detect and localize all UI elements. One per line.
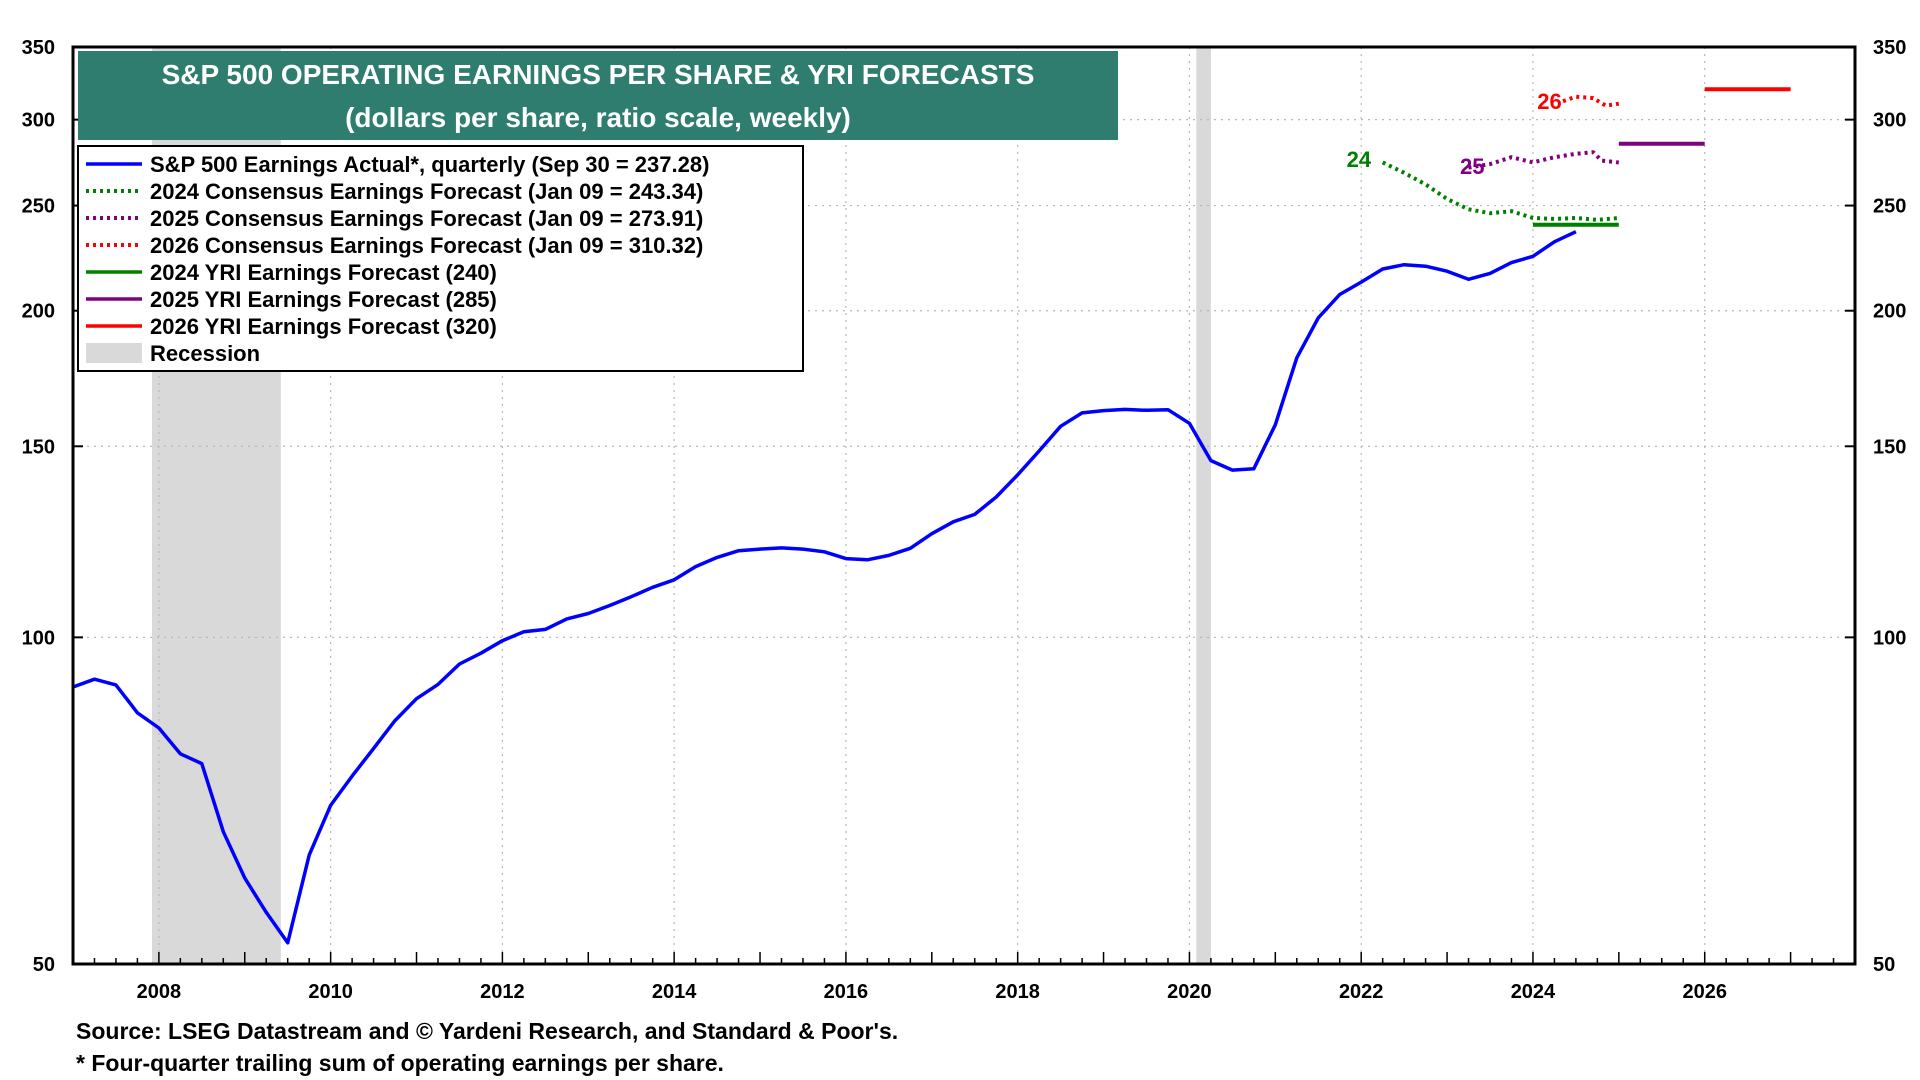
recession-band-1	[1196, 47, 1211, 964]
legend-label-cons2026: 2026 Consensus Earnings Forecast (Jan 09…	[150, 233, 703, 258]
y-tick-left-150: 150	[22, 436, 55, 458]
series-line-cons2024	[1381, 160, 1619, 222]
chart-title-box: S&P 500 OPERATING EARNINGS PER SHARE & Y…	[78, 51, 1118, 140]
series-annotations: 24 25 26	[1347, 89, 1562, 179]
y-tick-right-300: 300	[1873, 110, 1906, 132]
x-tick-2012: 2012	[480, 981, 525, 1003]
series-label-26: 26	[1537, 89, 1561, 114]
y-tick-right-350: 350	[1873, 37, 1906, 59]
series-line-actual	[72, 230, 1577, 945]
x-tick-2020: 2020	[1167, 981, 1212, 1003]
y-tick-left-350: 350	[22, 37, 55, 59]
y-axis-right: 50 100 150 200 250 300 350	[1845, 37, 1906, 976]
x-tick-2022: 2022	[1339, 981, 1384, 1003]
x-tick-2014: 2014	[652, 981, 697, 1003]
x-tick-2018: 2018	[995, 981, 1040, 1003]
title-background	[78, 51, 1118, 140]
series-line-cons2025	[1468, 150, 1620, 170]
series-lines	[72, 87, 1791, 945]
footnote: * Four-quarter trailing sum of operating…	[76, 1050, 724, 1076]
chart-subtitle: (dollars per share, ratio scale, weekly)	[345, 102, 851, 133]
y-tick-left-200: 200	[22, 301, 55, 323]
legend-swatch-recession	[86, 343, 142, 363]
y-tick-right-50: 50	[1873, 954, 1895, 976]
y-tick-left-50: 50	[33, 954, 55, 976]
y-tick-right-150: 150	[1873, 436, 1906, 458]
series-line-cons2026	[1562, 94, 1620, 108]
x-tick-2010: 2010	[308, 981, 353, 1003]
legend-label-yri2024: 2024 YRI Earnings Forecast (240)	[150, 260, 497, 285]
legend-label-yri2026: 2026 YRI Earnings Forecast (320)	[150, 314, 497, 339]
y-tick-right-250: 250	[1873, 196, 1906, 218]
y-tick-right-100: 100	[1873, 627, 1906, 649]
earnings-chart: 24 25 26 50 100 150 200 250 300 350 50 100 150 200 2…	[22, 37, 1907, 1003]
x-tick-2026: 2026	[1682, 981, 1727, 1003]
x-axis: 2008 2010 2012 2014 2016 2018 2020 2022 2024 2026	[72, 952, 1856, 1003]
legend-label-actual: S&P 500 Earnings Actual*, quarterly (Sep…	[150, 152, 709, 177]
x-tick-2008: 2008	[137, 981, 182, 1003]
y-tick-right-200: 200	[1873, 301, 1906, 323]
legend-box	[77, 145, 804, 372]
y-tick-left-250: 250	[22, 196, 55, 218]
plot-frame	[71, 45, 1857, 966]
legend-label-cons2024: 2024 Consensus Earnings Forecast (Jan 09…	[150, 179, 703, 204]
legend: S&P 500 Earnings Actual*, quarterly (Sep…	[77, 145, 804, 372]
y-tick-left-300: 300	[22, 110, 55, 132]
series-label-25: 25	[1460, 154, 1484, 179]
x-tick-2024: 2024	[1511, 981, 1556, 1003]
legend-label-cons2025: 2025 Consensus Earnings Forecast (Jan 09…	[150, 206, 703, 231]
series-label-24: 24	[1347, 147, 1372, 172]
x-tick-2016: 2016	[824, 981, 869, 1003]
source-note: Source: LSEG Datastream and © Yardeni Re…	[76, 1018, 899, 1044]
legend-label-recession: Recession	[150, 341, 260, 366]
chart-title: S&P 500 OPERATING EARNINGS PER SHARE & Y…	[162, 59, 1035, 90]
legend-label-yri2025: 2025 YRI Earnings Forecast (285)	[150, 287, 497, 312]
y-axis-left: 50 100 150 200 250 300 350	[22, 37, 83, 976]
y-tick-left-100: 100	[22, 627, 55, 649]
